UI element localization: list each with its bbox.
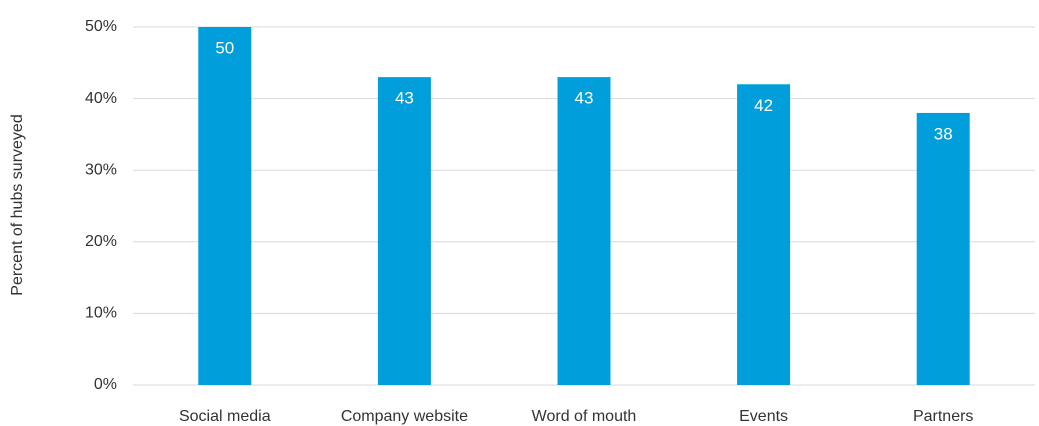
y-tick-label: 0% <box>94 376 117 393</box>
value-label: 43 <box>395 89 414 108</box>
x-tick-label: Partners <box>913 408 973 425</box>
y-tick-label: 50% <box>85 18 117 35</box>
value-label: 43 <box>575 89 594 108</box>
bar <box>377 77 431 386</box>
y-tick-label: 10% <box>85 305 117 322</box>
y-tick-label: 30% <box>85 161 117 178</box>
bar <box>737 84 791 385</box>
bar <box>198 27 252 385</box>
value-label: 38 <box>934 124 953 143</box>
y-tick-label: 40% <box>85 90 117 107</box>
y-axis-label: Percent of hubs surveyed <box>9 114 26 295</box>
x-tick-label: Social media <box>179 408 271 425</box>
value-label: 50 <box>215 38 234 57</box>
x-tick-label: Events <box>739 408 788 425</box>
x-tick-label: Word of mouth <box>532 408 637 425</box>
bar <box>557 77 611 386</box>
bar <box>916 112 970 386</box>
value-label: 42 <box>754 96 773 115</box>
y-tick-label: 20% <box>85 233 117 250</box>
x-tick-label: Company website <box>341 408 468 425</box>
